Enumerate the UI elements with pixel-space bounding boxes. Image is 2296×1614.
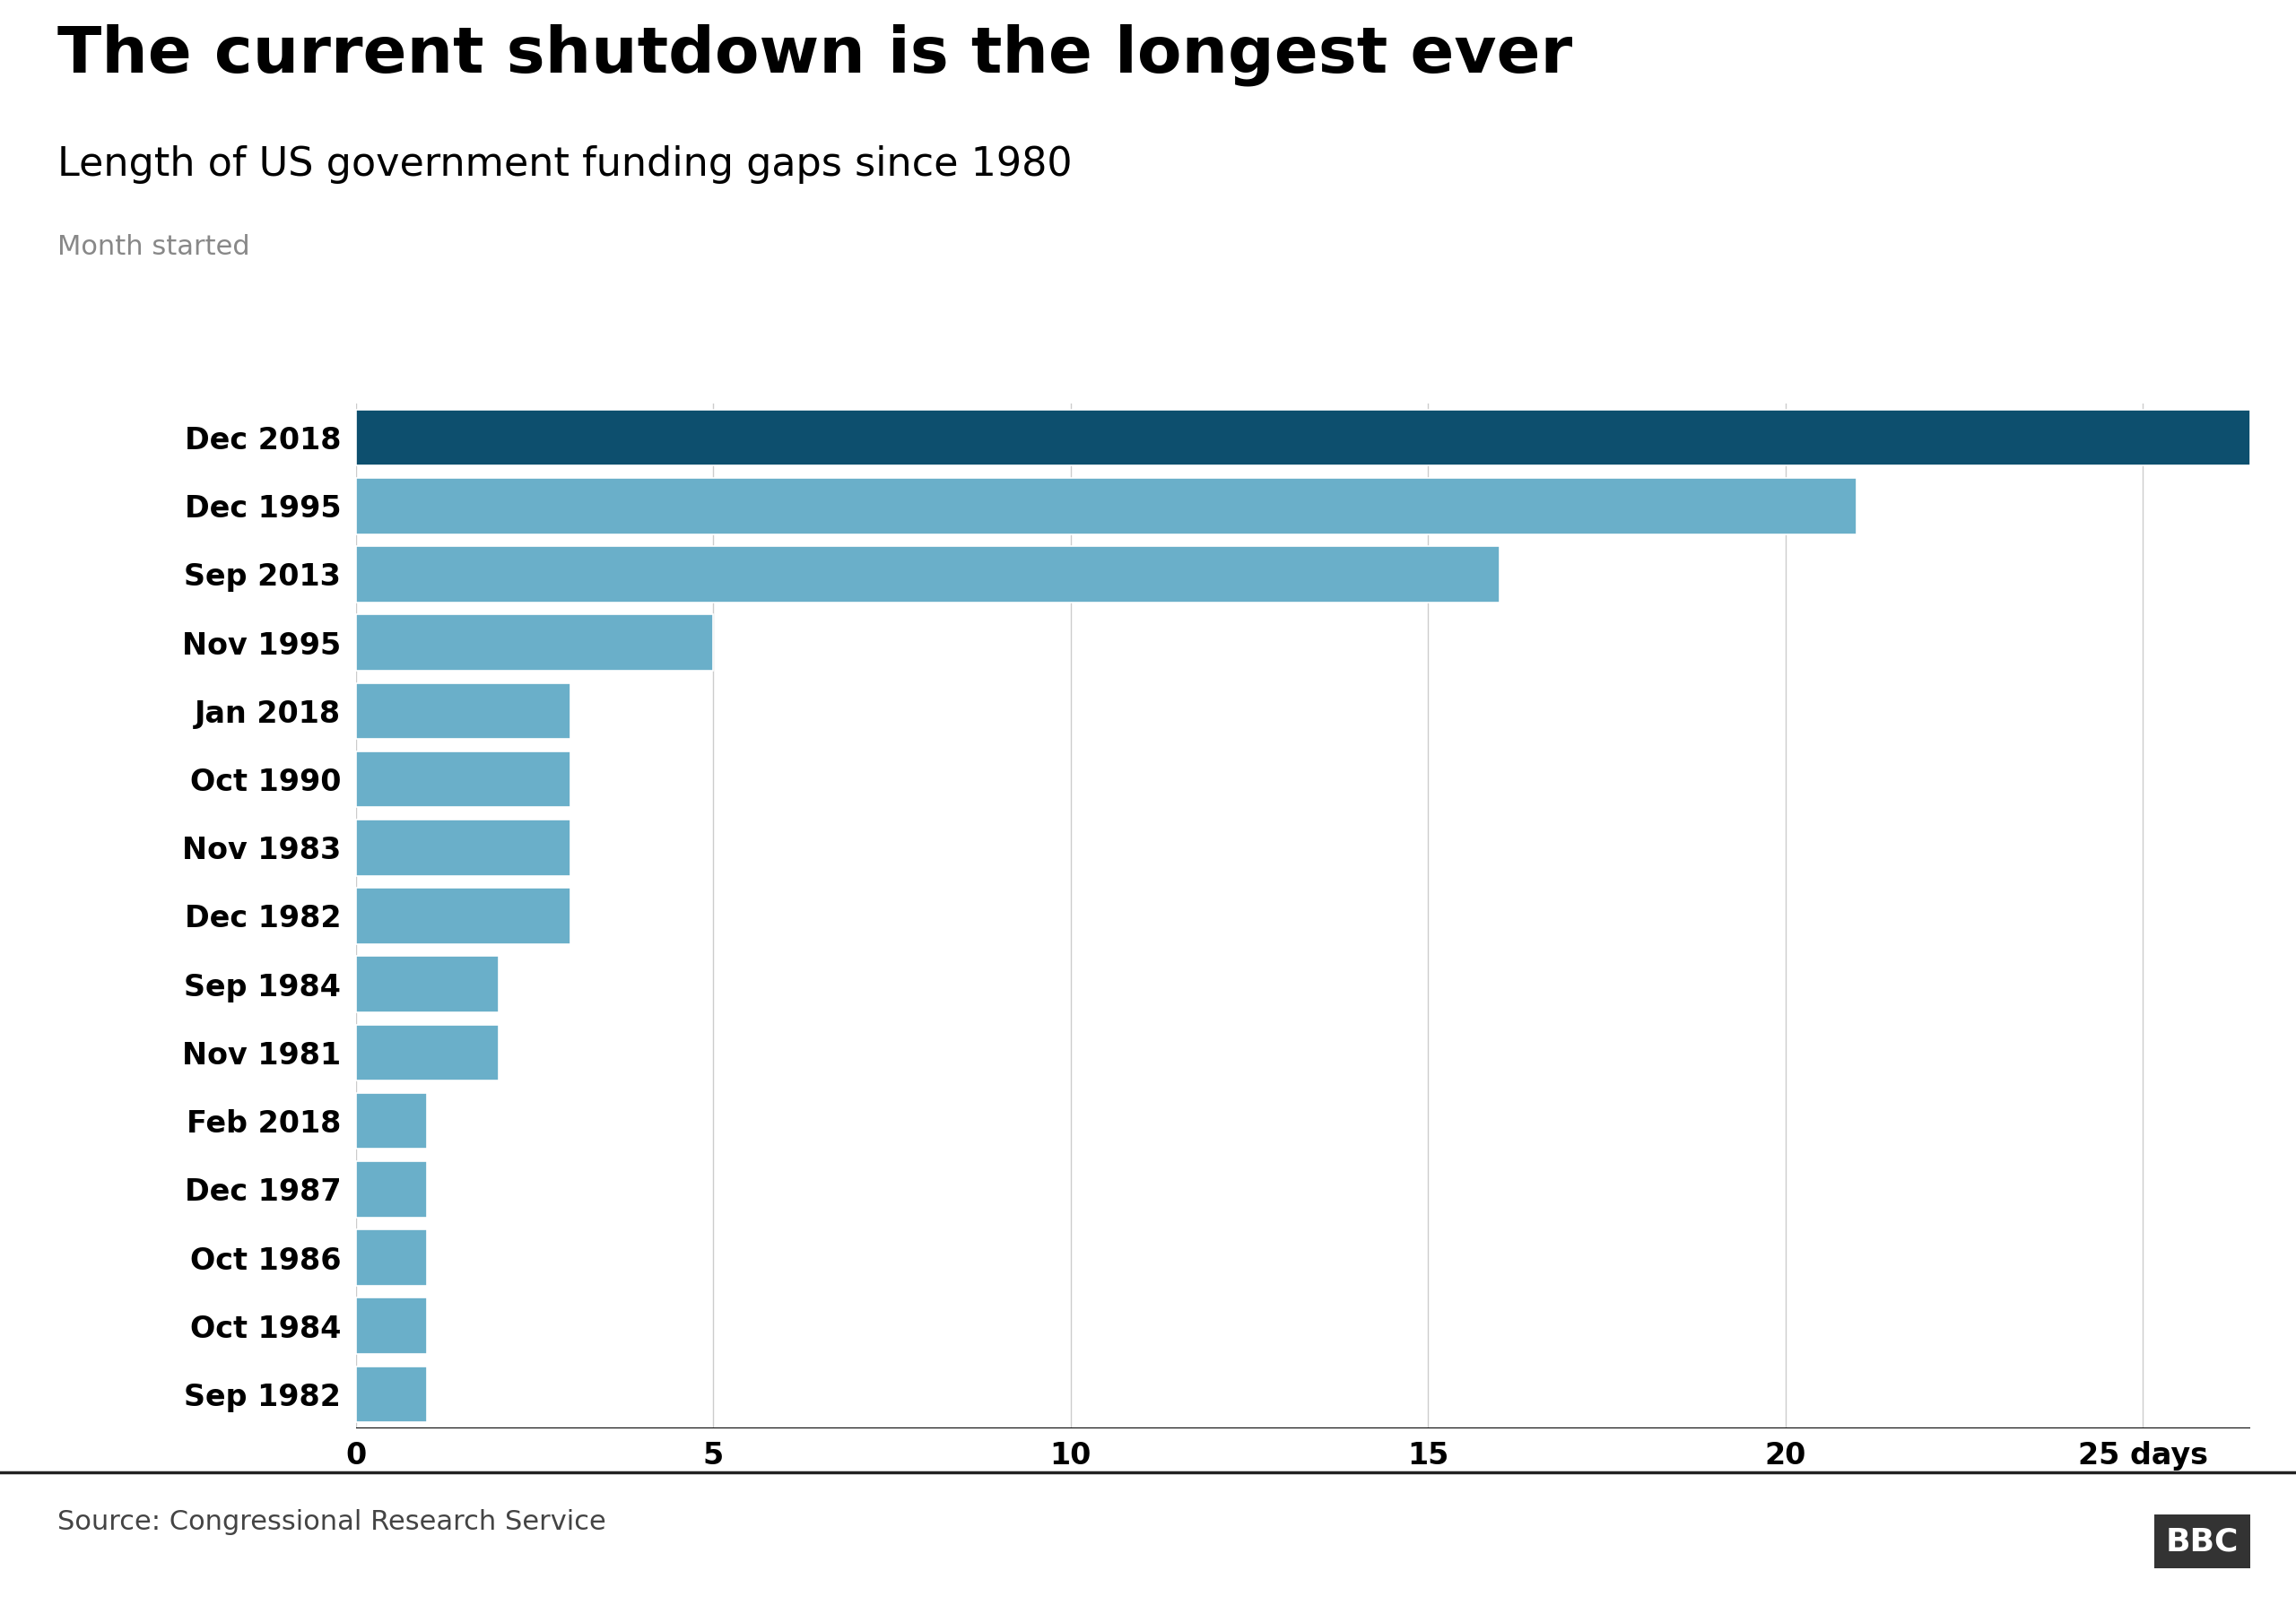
Bar bbox=[356, 546, 1499, 602]
Bar bbox=[356, 683, 569, 739]
Text: The current shutdown is the longest ever: The current shutdown is the longest ever bbox=[57, 24, 1573, 87]
Bar bbox=[356, 410, 2250, 466]
Bar bbox=[356, 615, 714, 671]
Bar bbox=[356, 1298, 427, 1354]
Bar bbox=[356, 1025, 498, 1081]
Bar bbox=[356, 1160, 427, 1217]
Text: Source: Congressional Research Service: Source: Congressional Research Service bbox=[57, 1509, 606, 1535]
Bar bbox=[356, 1365, 427, 1422]
Bar bbox=[356, 478, 1857, 534]
Text: Month started: Month started bbox=[57, 234, 250, 260]
Bar bbox=[356, 1230, 427, 1286]
Bar bbox=[356, 1093, 427, 1149]
Text: Length of US government funding gaps since 1980: Length of US government funding gaps sin… bbox=[57, 145, 1072, 184]
Bar bbox=[356, 888, 569, 944]
Text: BBC: BBC bbox=[2165, 1527, 2239, 1556]
Bar bbox=[356, 955, 498, 1012]
Bar bbox=[356, 751, 569, 807]
Bar bbox=[356, 820, 569, 876]
